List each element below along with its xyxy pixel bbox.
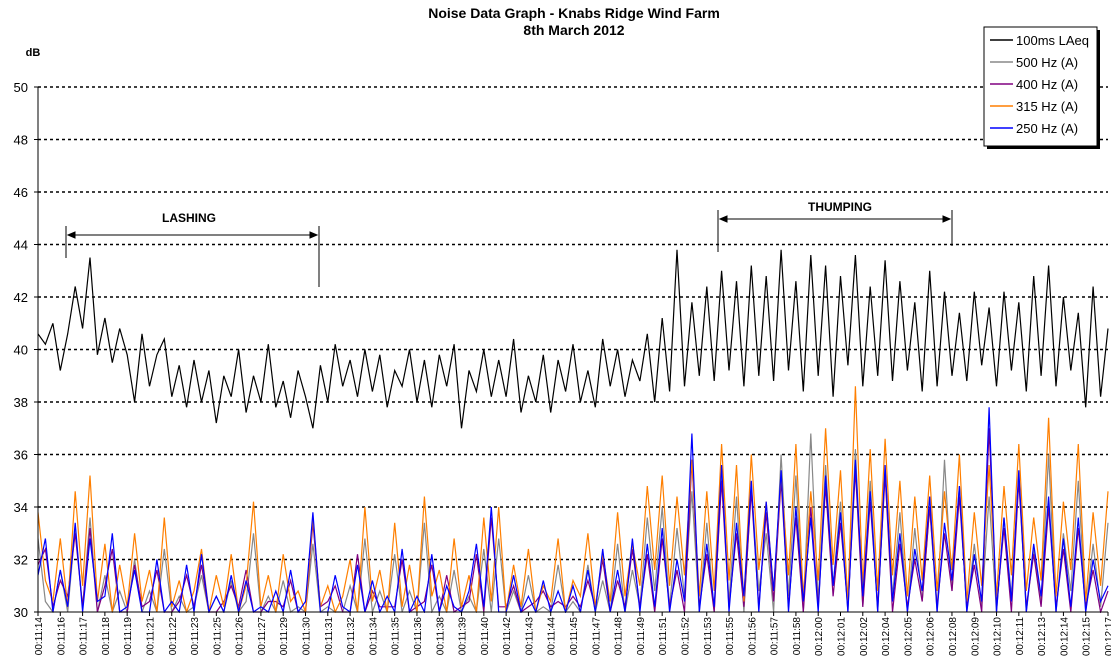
y-tick-label: 34: [14, 500, 28, 515]
annotation-thumping: [717, 210, 953, 252]
annotation-text: LASHING: [162, 211, 216, 225]
x-tick-label: 00:11:58: [792, 617, 803, 656]
arrowheads: [66, 231, 319, 239]
x-tick-label: 00:11:48: [614, 617, 625, 656]
x-tick-label: 00:12:09: [970, 617, 981, 656]
x-tick-label: 00:11:38: [435, 617, 446, 656]
x-tick-label: 00:11:18: [101, 617, 112, 656]
x-tick-label: 00:11:32: [346, 617, 357, 656]
x-tick-label: 00:12:06: [926, 617, 937, 656]
x-tick-label: 00:11:47: [591, 617, 602, 656]
x-tick-label: 00:11:51: [658, 617, 669, 656]
legend-label: 500 Hz (A): [1016, 55, 1078, 70]
y-axis-label: dB: [26, 47, 41, 59]
x-tick-label: 00:11:43: [524, 617, 535, 656]
y-tick-label: 46: [14, 185, 28, 200]
x-tick-label: 00:11:22: [168, 617, 179, 656]
legend-label: 100ms LAeq: [1016, 33, 1089, 48]
x-tick-label: 00:11:19: [123, 617, 134, 656]
y-tick-label: 38: [14, 395, 28, 410]
x-tick-label: 00:12:08: [948, 617, 959, 656]
series-line: [38, 407, 1109, 613]
chart-title: Noise Data Graph - Knabs Ridge Wind Farm: [428, 5, 720, 21]
x-tick-label: 00:11:56: [747, 617, 758, 656]
x-tick-label: 00:11:36: [413, 617, 424, 656]
x-tick-label: 00:11:44: [547, 617, 558, 656]
axes: 30 32 34 36 38 40 42 44 46 48 50 00:11:14 00:11:16 00…: [14, 80, 1111, 656]
x-tick-label: 00:12:17: [1104, 617, 1111, 656]
x-tick-label: 00:12:10: [993, 617, 1004, 656]
x-tick-label: 00:11:30: [302, 617, 313, 656]
y-tick-label: 50: [14, 80, 28, 95]
legend-label: 400 Hz (A): [1016, 77, 1078, 92]
y-tick-label: 48: [14, 133, 28, 148]
y-tick-label: 32: [14, 553, 28, 568]
x-tick-label: 00:11:39: [458, 617, 469, 656]
y-tick-label: 40: [14, 343, 28, 358]
legend-label: 250 Hz (A): [1016, 121, 1078, 136]
x-tick-label: 00:11:52: [680, 617, 691, 656]
x-tick-label: 00:11:21: [145, 617, 156, 656]
x-tick-label: 00:12:11: [1015, 617, 1026, 656]
x-tick-label: 00:11:55: [725, 617, 736, 656]
x-tick-label: 00:11:53: [703, 617, 714, 656]
legend-label: 315 Hz (A): [1016, 99, 1078, 114]
x-tick-label: 00:11:40: [480, 617, 491, 656]
legend-box: [983, 26, 1098, 147]
x-tick-label: 00:12:13: [1037, 617, 1048, 656]
annotation-lashing: [65, 226, 320, 287]
series-line: [38, 249, 1109, 429]
x-tick-label: 00:11:27: [257, 617, 268, 656]
x-tick-label: 00:11:26: [235, 617, 246, 656]
x-tick-label: 00:12:02: [859, 617, 870, 656]
x-tick-label: 00:12:00: [814, 617, 825, 656]
x-tick-label: 00:11:45: [569, 617, 580, 656]
annotation-text: THUMPING: [808, 200, 872, 214]
series-line: [38, 386, 1109, 613]
legend: 100ms LAeq 500 Hz (A) 400 Hz (A) 315 Hz (A)…: [983, 26, 1100, 149]
y-tick-label: 44: [14, 238, 28, 253]
x-tick-label: 00:11:29: [279, 617, 290, 656]
y-tick-label: 42: [14, 290, 28, 305]
chart-subtitle: 8th March 2012: [523, 22, 624, 38]
x-tick-label: 00:12:04: [881, 617, 892, 656]
x-tick-label: 00:11:17: [79, 617, 90, 656]
x-tick-label: 00:11:16: [56, 617, 67, 656]
x-tick-label: 00:12:14: [1059, 617, 1070, 656]
x-tick-label: 00:11:14: [34, 617, 45, 656]
x-tick-label: 00:11:57: [770, 617, 781, 656]
y-tick-label: 36: [14, 448, 28, 463]
y-tick-label: 30: [14, 605, 28, 620]
x-tick-label: 00:11:23: [190, 617, 201, 656]
x-tick-label: 00:11:42: [502, 617, 513, 656]
arrowheads: [718, 215, 952, 223]
x-tick-label: 00:12:05: [903, 617, 914, 656]
x-tick-label: 00:11:49: [636, 617, 647, 656]
x-tick-label: 00:11:31: [324, 617, 335, 656]
x-tick-label: 00:12:01: [837, 617, 848, 656]
lines: [38, 249, 1109, 613]
x-tick-label: 00:12:15: [1082, 617, 1093, 656]
grid: [38, 86, 1108, 561]
x-tick-label: 00:11:35: [391, 617, 402, 656]
x-tick-label: 00:11:25: [212, 617, 223, 656]
x-tick-label: 00:11:34: [368, 617, 379, 656]
